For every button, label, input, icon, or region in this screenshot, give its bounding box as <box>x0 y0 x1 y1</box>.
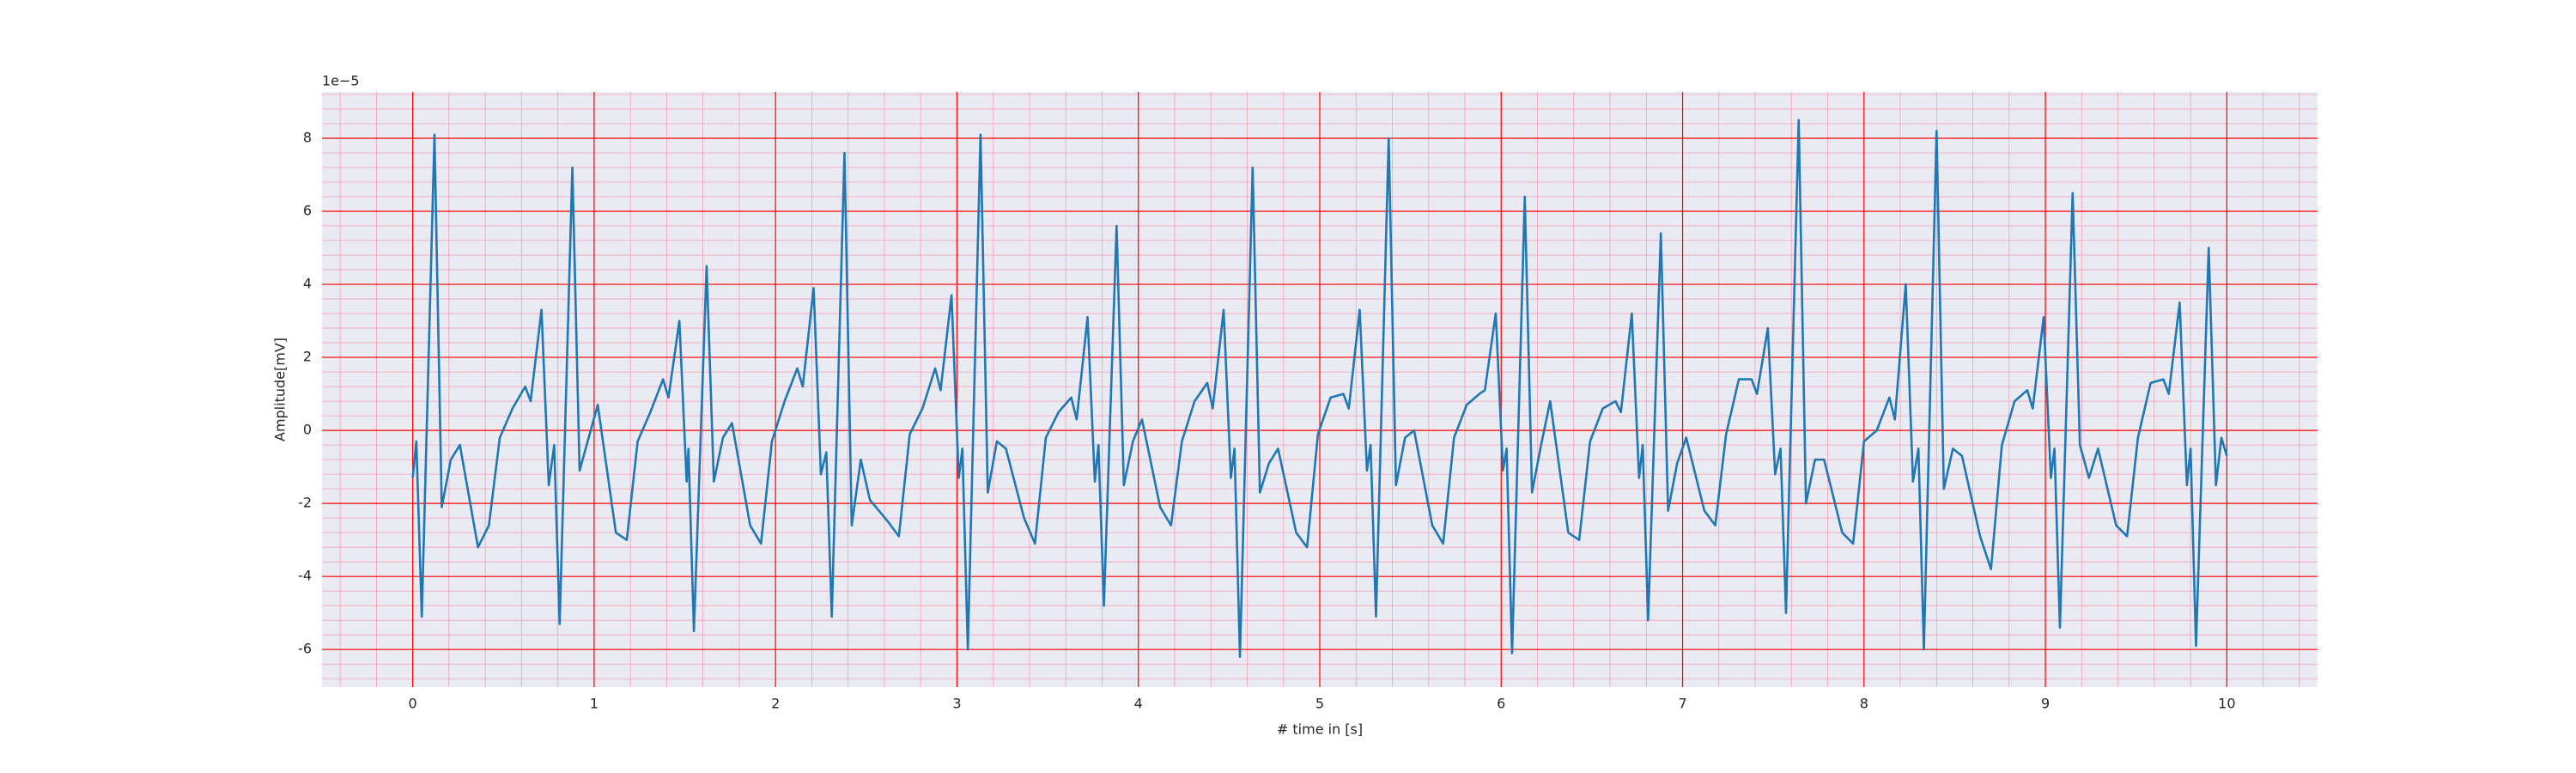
labels: 1e−5 # time in [s] Amplitude[mV] 0 1 2 3 4 5 6… <box>272 73 2236 738</box>
x-tick-label: 1 <box>590 696 598 712</box>
x-tick-label: 3 <box>952 696 961 712</box>
x-axis-label: # time in [s] <box>1277 721 1363 738</box>
grid <box>322 92 2318 687</box>
y-axis-label: Amplitude[mV] <box>272 338 289 441</box>
y-tick-label: 4 <box>303 276 312 292</box>
x-tick-label: 7 <box>1678 696 1686 712</box>
y-tick-label: -2 <box>298 495 312 511</box>
series <box>411 119 2228 659</box>
y-tick-label: -6 <box>298 641 312 657</box>
x-tick-label: 8 <box>1860 696 1868 712</box>
y-tick-label: 6 <box>303 203 312 219</box>
y-tick-label: -4 <box>298 568 312 584</box>
y-tick-label: 8 <box>303 129 312 145</box>
x-tick-label: 2 <box>771 696 780 712</box>
y-offset-label: 1e−5 <box>322 73 360 89</box>
x-tick-label: 0 <box>409 696 417 712</box>
x-tick-label: 6 <box>1497 696 1505 712</box>
x-tick-label: 9 <box>2041 696 2050 712</box>
y-tick-label: 2 <box>303 349 312 365</box>
y-tick-label: 0 <box>303 422 312 438</box>
x-tick-label: 5 <box>1315 696 1324 712</box>
series-line <box>411 119 2228 659</box>
x-tick-label: 4 <box>1134 696 1143 712</box>
x-tick-label: 10 <box>2218 696 2235 712</box>
